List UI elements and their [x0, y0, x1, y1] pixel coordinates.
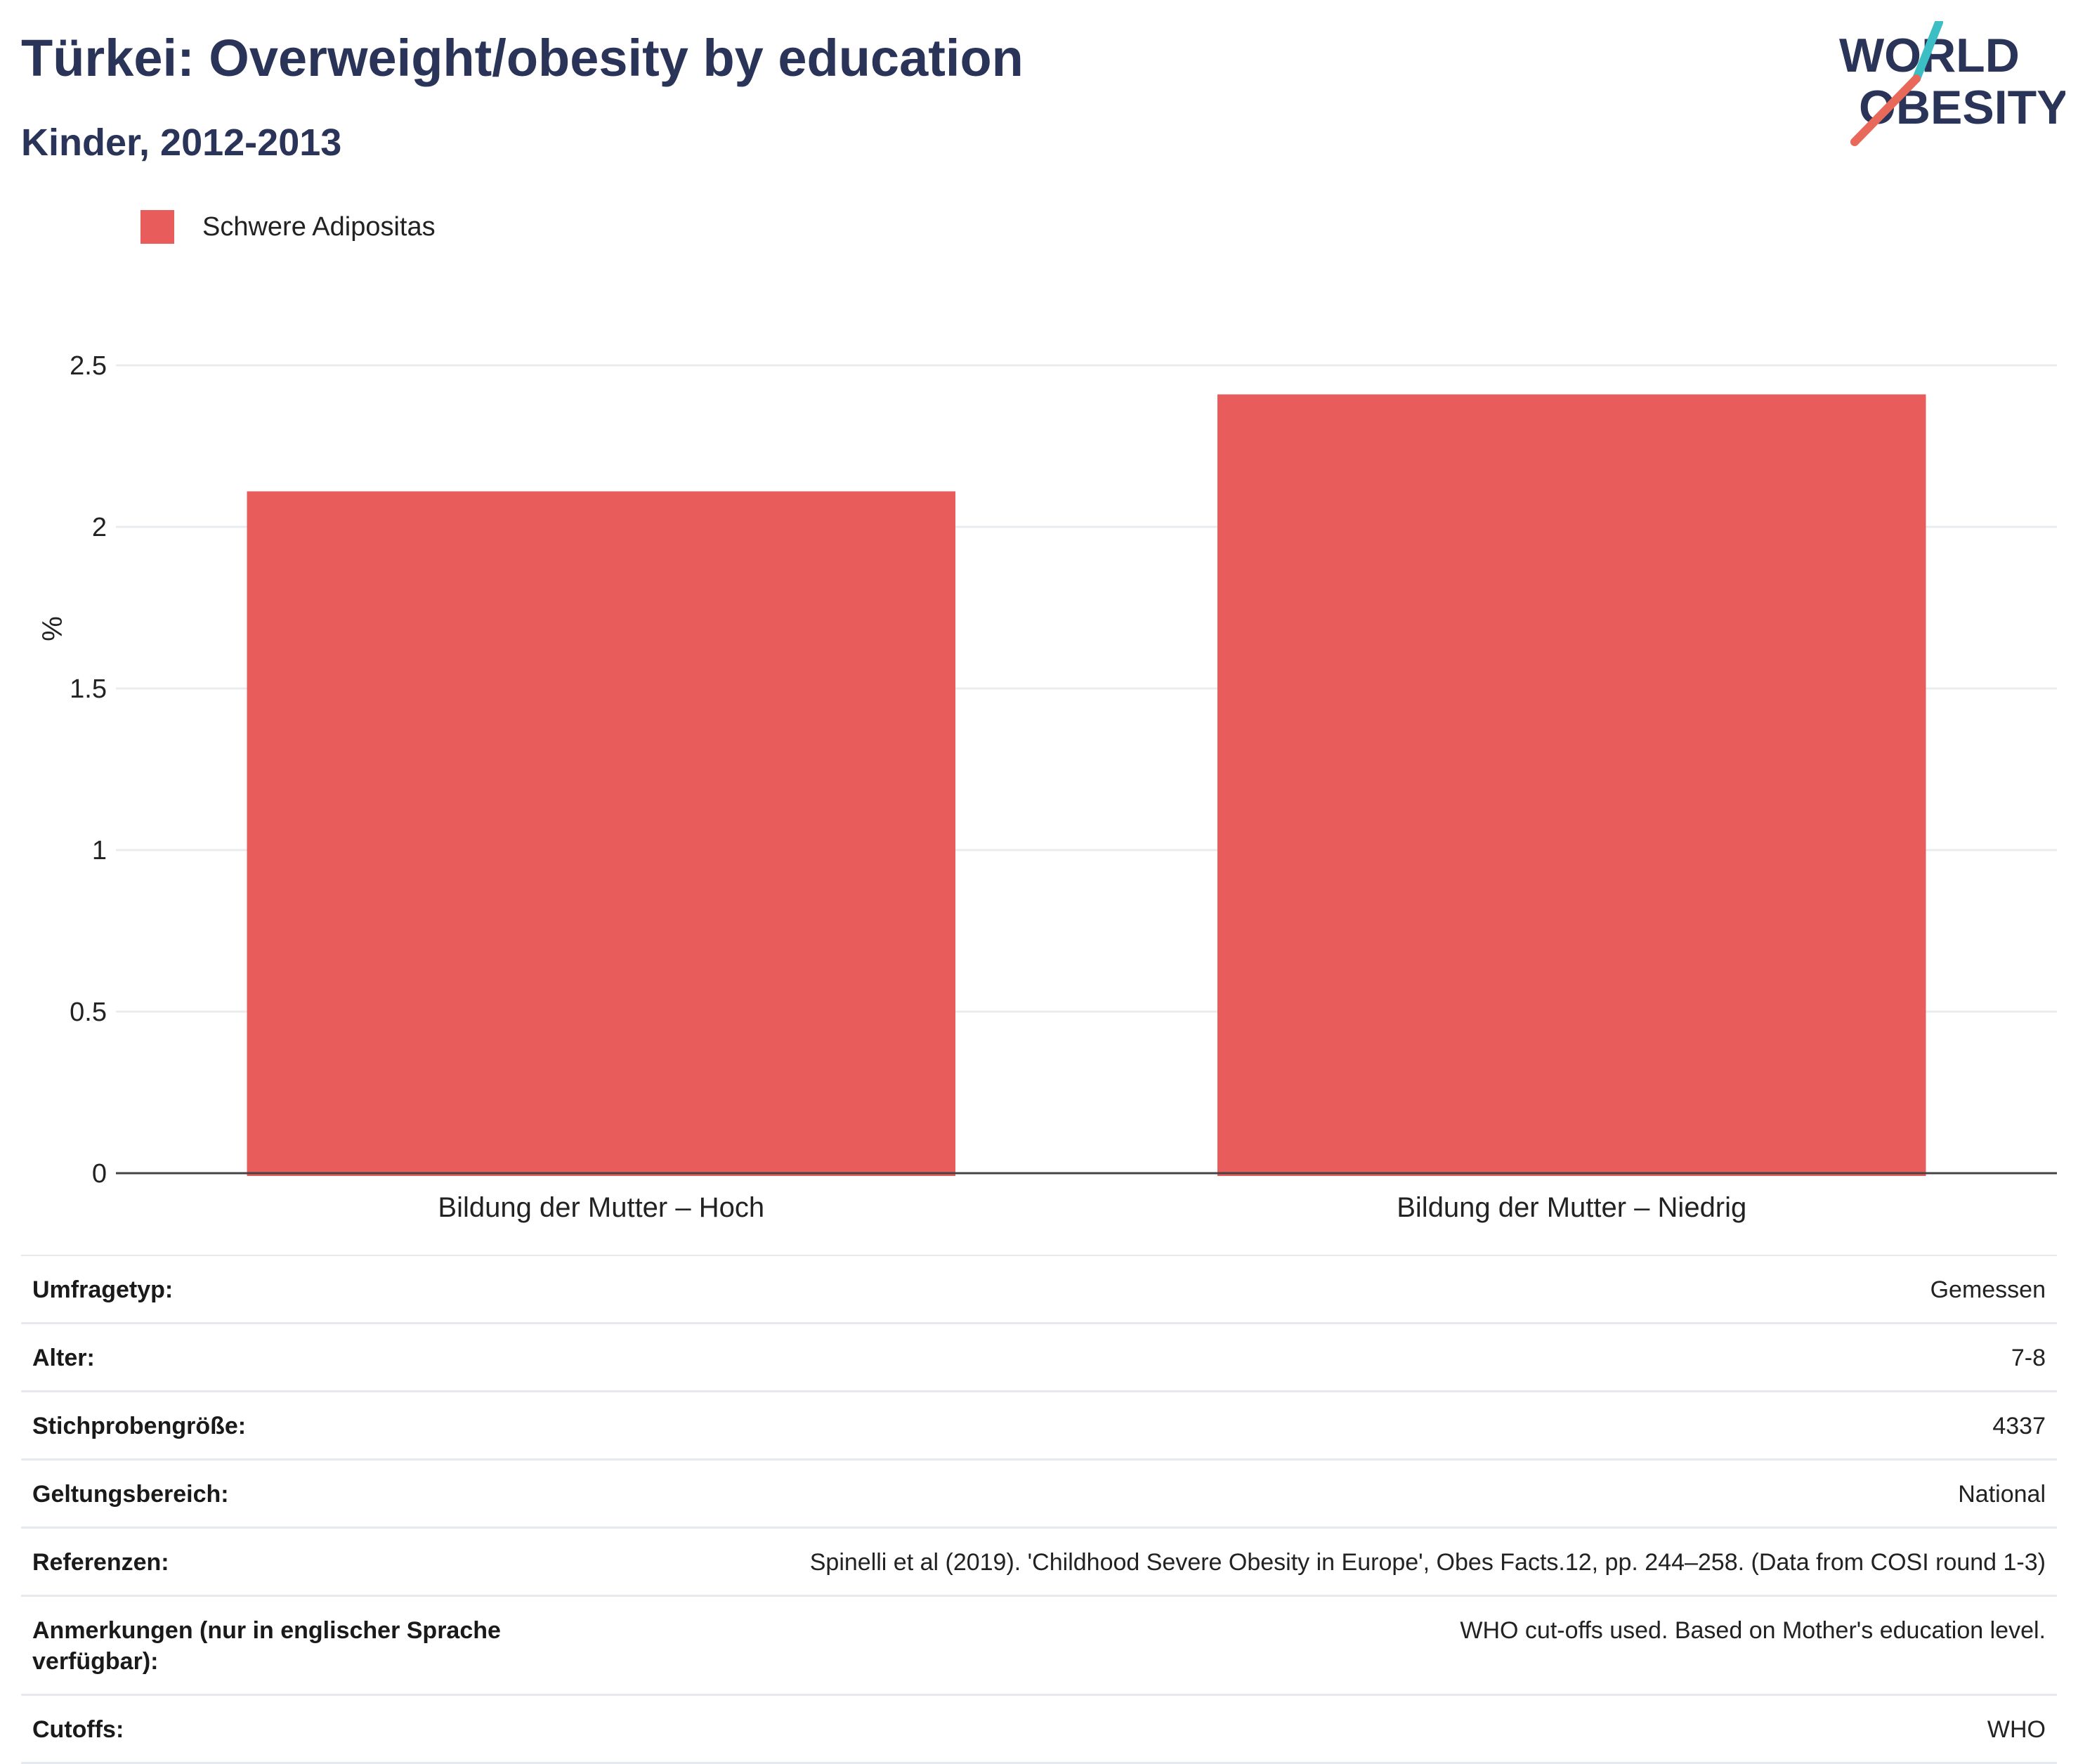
- y-axis-title: %: [36, 616, 67, 641]
- meta-label: Cutoffs:: [32, 1716, 124, 1743]
- meta-label: Geltungsbereich:: [32, 1481, 229, 1508]
- bar: [247, 491, 955, 1176]
- logo-slash-coral: [1850, 74, 1921, 146]
- meta-value: WHO: [1987, 1716, 2046, 1743]
- x-tick-label: Bildung der Mutter – Hoch: [438, 1192, 764, 1223]
- meta-label: Referenzen:: [32, 1549, 169, 1576]
- world-obesity-logo: WORLD OBESITY: [1839, 21, 2065, 146]
- legend[interactable]: Schwere Adipositas: [141, 208, 436, 246]
- bar: [1217, 394, 1926, 1176]
- y-tick-label: 1: [92, 836, 107, 865]
- meta-row: Stichprobengröße: 4337: [21, 1392, 2057, 1461]
- chart-title: Türkei: Overweight/obesity by education: [21, 29, 1024, 87]
- meta-value: National: [1958, 1481, 2046, 1508]
- y-tick-label: 0.5: [70, 998, 107, 1027]
- meta-value: Spinelli et al (2019). 'Childhood Severe…: [809, 1549, 2046, 1576]
- meta-value: 4337: [1992, 1413, 2046, 1439]
- y-tick-label: 0: [92, 1159, 107, 1189]
- meta-value: 7-8: [2011, 1345, 2046, 1371]
- meta-row: Umfragetyp: Gemessen: [21, 1256, 2057, 1324]
- meta-row: Referenzen: Spinelli et al (2019). 'Child…: [21, 1529, 2057, 1597]
- meta-label: Umfragetyp:: [32, 1276, 174, 1303]
- chart-subtitle: Kinder, 2012-2013: [21, 122, 342, 164]
- legend-swatch: [141, 210, 174, 244]
- meta-row: Alter: 7-8: [21, 1324, 2057, 1392]
- meta-row: Anmerkungen (nur in englischer Sprache v…: [21, 1597, 2057, 1696]
- y-tick-label: 1.5: [70, 674, 107, 704]
- x-tick-label: Bildung der Mutter – Niedrig: [1397, 1192, 1746, 1223]
- meta-row: Cutoffs: WHO: [21, 1696, 2057, 1764]
- meta-value: WHO cut-offs used. Based on Mother's edu…: [1460, 1617, 2046, 1644]
- meta-label: Alter:: [32, 1345, 95, 1371]
- y-tick-label: 2: [92, 513, 107, 542]
- bar-chart: 0 0.5 1 1.5 2 2.5 Bildung der Mutter – Hoch Bil…: [36, 351, 2057, 1223]
- meta-label: Stichprobengröße:: [32, 1413, 247, 1439]
- metadata-table: Umfragetyp: Gemessen Alter: 7-8 Stichprobeng…: [21, 1255, 2057, 1764]
- meta-value: Gemessen: [1930, 1276, 2046, 1303]
- y-tick-label: 2.5: [70, 351, 107, 381]
- meta-label: Anmerkungen (nur in englischer Sprache v…: [32, 1617, 501, 1675]
- meta-row: Geltungsbereich: National: [21, 1461, 2057, 1529]
- legend-label: Schwere Adipositas: [202, 211, 436, 242]
- logo-slash-teal: [1912, 21, 1943, 83]
